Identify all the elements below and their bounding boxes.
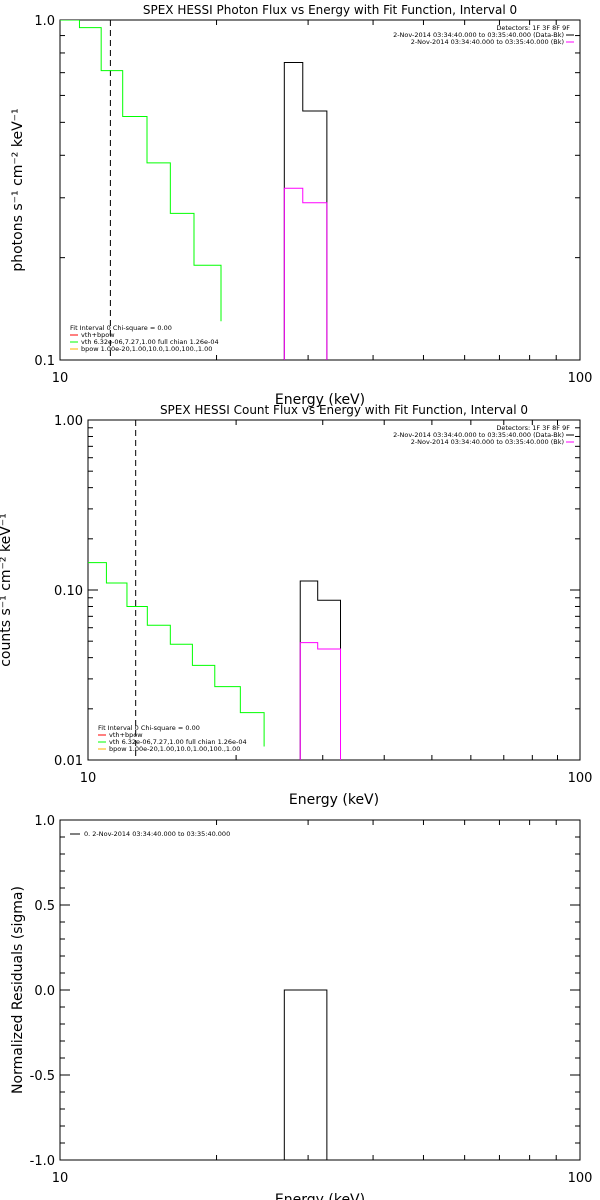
legend-entry: 0. 2-Nov-2014 03:34:40.000 to 03:35:40.0…: [84, 830, 230, 838]
series-group: [283, 989, 328, 1160]
series-bk: [299, 642, 342, 760]
x-axis-label: Energy (keV): [275, 1192, 365, 1200]
series-data-bk: [283, 61, 328, 360]
data-label: 2-Nov-2014 03:34:40.000 to 03:35:40.000 …: [393, 31, 564, 39]
x-tick-label: 100: [568, 771, 593, 786]
series-group: [88, 562, 342, 760]
x-tick-label: 10: [52, 371, 69, 386]
x-tick-label: 10: [80, 771, 97, 786]
y-tick-label: 1.0: [34, 814, 55, 829]
data-label: 2-Nov-2014 03:34:40.000 to 03:35:40.000 …: [411, 38, 564, 46]
x-tick-label: 10: [52, 1171, 69, 1186]
legend-header: Fit Interval 0 Chi-square = 0.00: [70, 324, 172, 332]
series-residuals: [283, 989, 328, 1160]
chart-panel-0: 10 100 0.1 1.0 SPEX HESSI Photon Flux vs Ene…: [10, 3, 592, 408]
y-tick-label: 1.0: [34, 14, 55, 29]
detectors-label: Detectors: 1F 3F 8F 9F: [496, 24, 570, 32]
legend-entry: vth+bpow: [81, 331, 115, 339]
y-tick-label: -0.5: [30, 1069, 55, 1084]
y-tick-label: 0.01: [54, 754, 83, 769]
x-tick-label: 100: [568, 371, 593, 386]
chart-title: SPEX HESSI Count Flux vs Energy with Fit…: [160, 403, 528, 417]
x-axis-label: Energy (keV): [289, 792, 379, 808]
chart-panel-1: 10 100 0.01 0.10 1.00 SPEX HESSI Count Flux v…: [0, 403, 592, 808]
y-tick-label: 0.0: [34, 984, 55, 999]
plot-frame: [59, 19, 581, 361]
y-axis-label: photons s⁻¹ cm⁻² keV⁻¹: [10, 108, 26, 271]
legend-entry: vth 6.32e-06,7.27,1.00 full chian 1.26e-…: [109, 738, 247, 746]
y-tick-label: 0.1: [34, 354, 55, 369]
detectors-label: Detectors: 1F 3F 8F 9F: [496, 424, 570, 432]
y-axis-label: counts s⁻¹ cm⁻² keV⁻¹: [0, 513, 14, 667]
series-vth-bpow: [60, 20, 222, 322]
y-tick-label: -1.0: [30, 1154, 55, 1169]
data-label: 2-Nov-2014 03:34:40.000 to 03:35:40.000 …: [411, 438, 564, 446]
legend-entry: bpow 1.00e-20,1.00,10.0,1.00,100.,1.00: [81, 345, 212, 353]
data-label: 2-Nov-2014 03:34:40.000 to 03:35:40.000 …: [393, 431, 564, 439]
y-tick-label: 1.00: [54, 414, 83, 429]
legend-entry: bpow 1.00e-20,1.00,10.0,1.00,100.,1.00: [109, 745, 240, 753]
legend-entry: vth+bpow: [109, 731, 143, 739]
x-axis-label: Energy (keV): [275, 392, 365, 408]
legend-header: Fit Interval 0 Chi-square = 0.00: [98, 724, 200, 732]
legend-entry: vth 6.32e-06,7.27,1.00 full chian 1.26e-…: [81, 338, 219, 346]
series-group: [60, 20, 328, 360]
chart-panel-2: 10 100 -1.0 -0.5 0.0 0.5 1.0 Energy (keV) Normal…: [10, 814, 592, 1200]
x-tick-label: 100: [568, 1171, 593, 1186]
y-axis-label: Normalized Residuals (sigma): [10, 886, 26, 1094]
series-bk: [283, 187, 328, 360]
series-data-bk: [299, 580, 342, 760]
chart-title: SPEX HESSI Photon Flux vs Energy with Fi…: [143, 3, 517, 17]
plot-frame: [87, 419, 581, 761]
y-tick-label: 0.10: [54, 584, 83, 599]
series-vth-bpow: [88, 562, 265, 747]
y-tick-label: 0.5: [34, 899, 55, 914]
